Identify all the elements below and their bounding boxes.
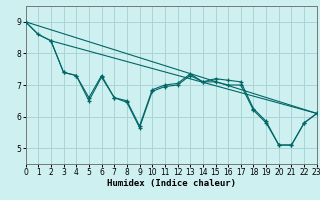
X-axis label: Humidex (Indice chaleur): Humidex (Indice chaleur) bbox=[107, 179, 236, 188]
